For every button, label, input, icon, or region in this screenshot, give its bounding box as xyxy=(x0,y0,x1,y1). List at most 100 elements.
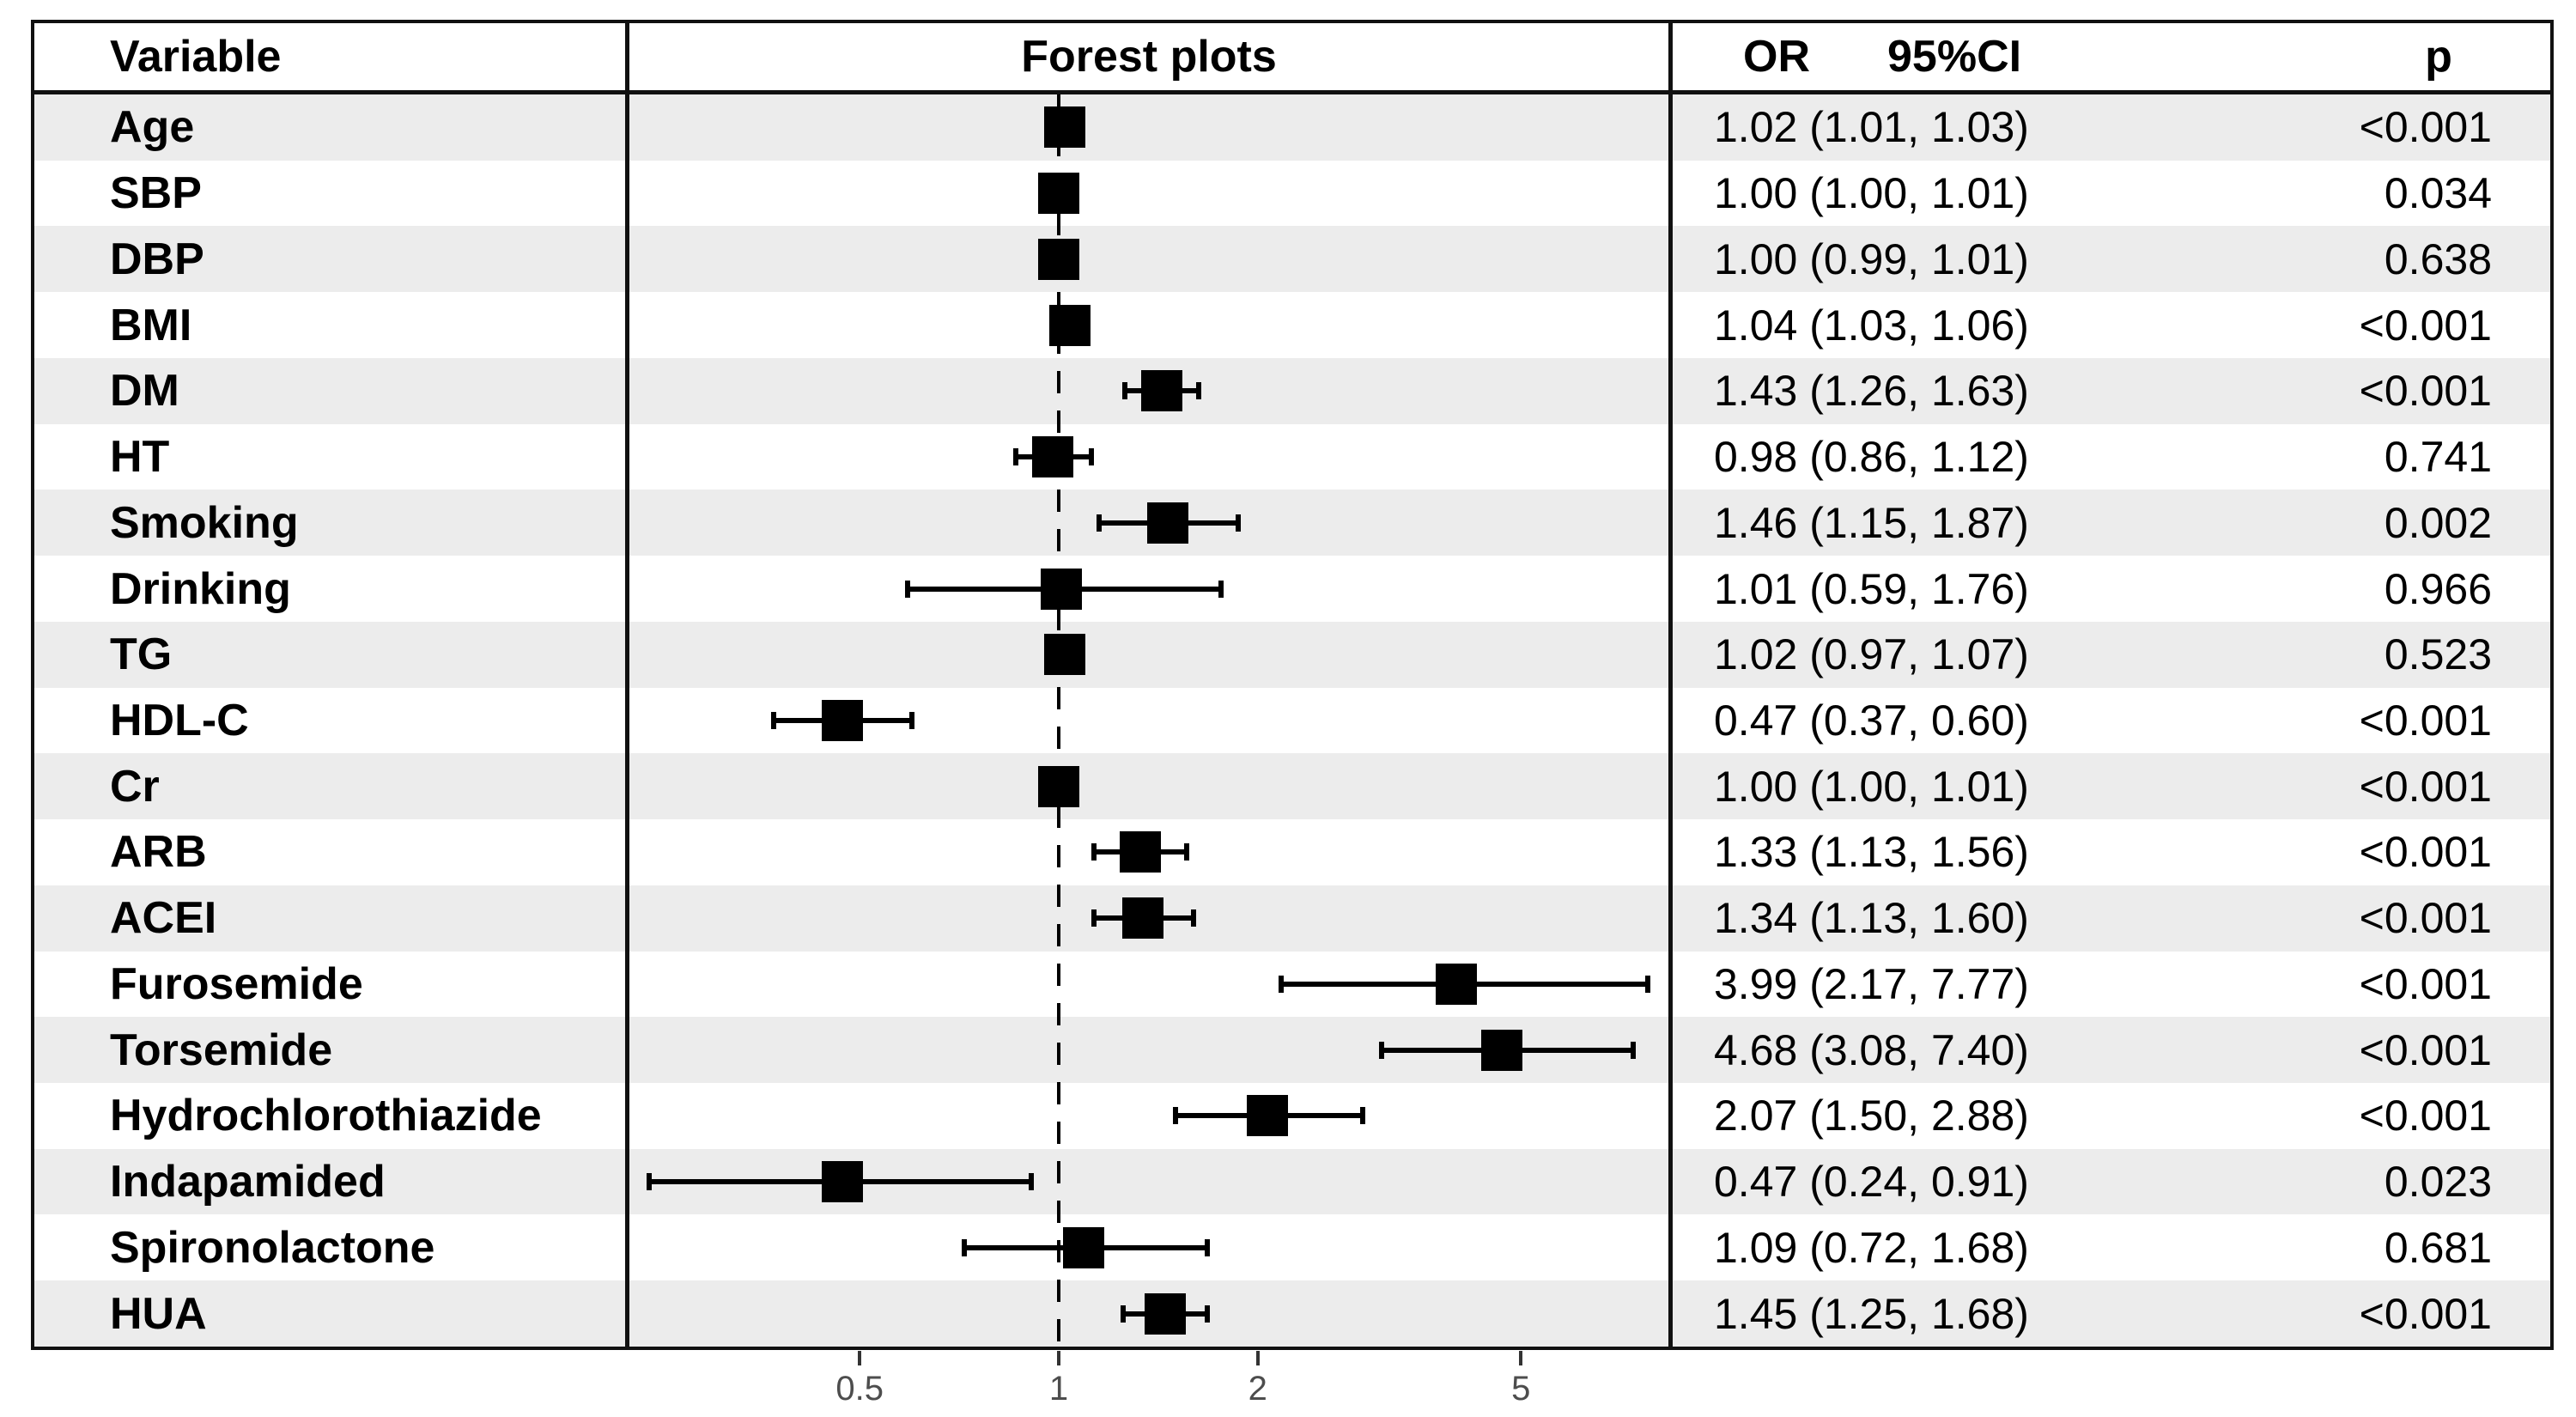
x-axis-tick-label: 0.5 xyxy=(835,1370,884,1408)
variable-cell: DBP xyxy=(34,226,629,293)
p-cell: 0.741 xyxy=(2384,433,2492,482)
forest-plot-cell xyxy=(629,885,1673,952)
or-marker xyxy=(1145,1292,1187,1335)
ci-cap-right xyxy=(1088,448,1094,466)
table-row: ARB 1.33 (1.13, 1.56) <0.001 xyxy=(34,819,2550,885)
forest-plot-cell xyxy=(629,753,1673,820)
ci-cap-right xyxy=(1191,909,1197,927)
table-body: Age 1.02 (1.01, 1.03) <0.001 SBP 1.00 (1… xyxy=(34,94,2550,1347)
header-variable: Variable xyxy=(34,23,629,90)
or-marker xyxy=(1038,173,1079,215)
ci-cap-left xyxy=(904,580,910,598)
variable-cell: HT xyxy=(34,423,629,490)
table-row: ACEI 1.34 (1.13, 1.60) <0.001 xyxy=(34,885,2550,952)
or-ci-cell: 1.00 (0.99, 1.01) xyxy=(1714,234,2029,283)
p-cell: 0.681 xyxy=(2384,1223,2492,1272)
table-row: DM 1.43 (1.26, 1.63) <0.001 xyxy=(34,357,2550,424)
x-axis-tick-label: 1 xyxy=(1048,1370,1069,1408)
table-row: BMI 1.04 (1.03, 1.06) <0.001 xyxy=(34,292,2550,358)
ci-cap-right xyxy=(1183,843,1189,861)
x-axis: 0.5 1 2 5 xyxy=(629,1351,1668,1416)
p-cell: 0.034 xyxy=(2384,169,2492,218)
ci-cap-right xyxy=(1205,1238,1211,1256)
or-ci-cell: 0.47 (0.37, 0.60) xyxy=(1714,696,2029,745)
variable-cell: Spironolactone xyxy=(34,1214,629,1281)
p-cell: 0.002 xyxy=(2384,498,2492,547)
header-or-ci: OR 95%CI xyxy=(1673,23,2198,90)
ci-cap-left xyxy=(1279,975,1285,993)
p-cell: <0.001 xyxy=(2359,367,2492,416)
or-ci-cell: 4.68 (3.08, 7.40) xyxy=(1714,1025,2029,1074)
header-ci-label: 95%CI xyxy=(1887,32,2022,82)
ci-cap-left xyxy=(962,1238,968,1256)
or-marker xyxy=(1120,831,1162,873)
ci-cap-left xyxy=(1096,514,1102,532)
or-ci-cell: 0.98 (0.86, 1.12) xyxy=(1714,433,2029,482)
ci-cap-right xyxy=(1631,1041,1637,1059)
or-marker xyxy=(1247,1095,1289,1137)
forest-plot-cell xyxy=(629,94,1673,161)
ci-cap-right xyxy=(1359,1107,1365,1125)
or-marker xyxy=(1041,568,1083,610)
variable-cell: BMI xyxy=(34,292,629,358)
forest-plot-cell xyxy=(629,556,1673,622)
variable-cell: DM xyxy=(34,357,629,424)
p-cell: <0.001 xyxy=(2359,1289,2492,1338)
table-row: Cr 1.00 (1.00, 1.01) <0.001 xyxy=(34,753,2550,820)
ci-cap-right xyxy=(1205,1304,1211,1323)
or-marker xyxy=(1043,634,1085,676)
or-marker xyxy=(1032,436,1074,478)
ci-cap-right xyxy=(1196,382,1202,400)
or-marker xyxy=(821,1161,863,1203)
or-ci-cell: 1.01 (0.59, 1.76) xyxy=(1714,564,2029,613)
ci-cap-left xyxy=(1091,909,1097,927)
p-cell: <0.001 xyxy=(2359,828,2492,877)
x-axis-tick xyxy=(1255,1351,1260,1365)
variable-cell: Furosemide xyxy=(34,951,629,1018)
or-ci-cell: 1.45 (1.25, 1.68) xyxy=(1714,1289,2029,1338)
forest-plot-cell xyxy=(629,621,1673,688)
or-ci-cell: 1.33 (1.13, 1.56) xyxy=(1714,828,2029,877)
forest-table: Variable Forest plots OR 95%CI p Age 1.0… xyxy=(31,20,2554,1350)
forest-plot-cell xyxy=(629,1280,1673,1347)
header-p: p xyxy=(2425,32,2452,82)
variable-cell: Torsemide xyxy=(34,1017,629,1084)
x-axis-tick xyxy=(1057,1351,1060,1365)
variable-cell: Smoking xyxy=(34,490,629,556)
p-cell: 0.523 xyxy=(2384,630,2492,679)
variable-cell: Cr xyxy=(34,753,629,820)
variable-cell: ACEI xyxy=(34,885,629,952)
table-row: HDL-C 0.47 (0.37, 0.60) <0.001 xyxy=(34,687,2550,754)
p-cell: <0.001 xyxy=(2359,301,2492,350)
forest-plot-cell xyxy=(629,490,1673,556)
forest-plot-cell xyxy=(629,226,1673,293)
table-row: HT 0.98 (0.86, 1.12) 0.741 xyxy=(34,423,2550,490)
variable-cell: Drinking xyxy=(34,556,629,622)
variable-cell: ARB xyxy=(34,819,629,885)
forest-plot-cell xyxy=(629,357,1673,424)
or-ci-cell: 1.46 (1.15, 1.87) xyxy=(1714,498,2029,547)
table-row: SBP 1.00 (1.00, 1.01) 0.034 xyxy=(34,160,2550,227)
or-ci-cell: 1.00 (1.00, 1.01) xyxy=(1714,169,2029,218)
or-ci-cell: 1.02 (0.97, 1.07) xyxy=(1714,630,2029,679)
forest-plot-cell xyxy=(629,1083,1673,1149)
reference-line-or-1 xyxy=(1057,94,1060,1347)
or-marker xyxy=(1038,765,1079,807)
variable-cell: SBP xyxy=(34,160,629,227)
table-row: Spironolactone 1.09 (0.72, 1.68) 0.681 xyxy=(34,1214,2550,1281)
or-marker xyxy=(1049,304,1091,346)
ci-cap-left xyxy=(1379,1041,1385,1059)
ci-cap-left xyxy=(1091,843,1097,861)
variable-cell: Age xyxy=(34,94,629,161)
forest-plot-cell xyxy=(629,1017,1673,1084)
variable-cell: Hydrochlorothiazide xyxy=(34,1083,629,1149)
or-marker xyxy=(1146,502,1188,544)
or-marker xyxy=(1043,106,1085,149)
or-ci-cell: 3.99 (2.17, 7.77) xyxy=(1714,959,2029,1008)
table-row: DBP 1.00 (0.99, 1.01) 0.638 xyxy=(34,226,2550,293)
p-cell: <0.001 xyxy=(2359,1025,2492,1074)
table-row: Age 1.02 (1.01, 1.03) <0.001 xyxy=(34,94,2550,161)
forest-plot-cell xyxy=(629,423,1673,490)
forest-plot-cell xyxy=(629,292,1673,358)
